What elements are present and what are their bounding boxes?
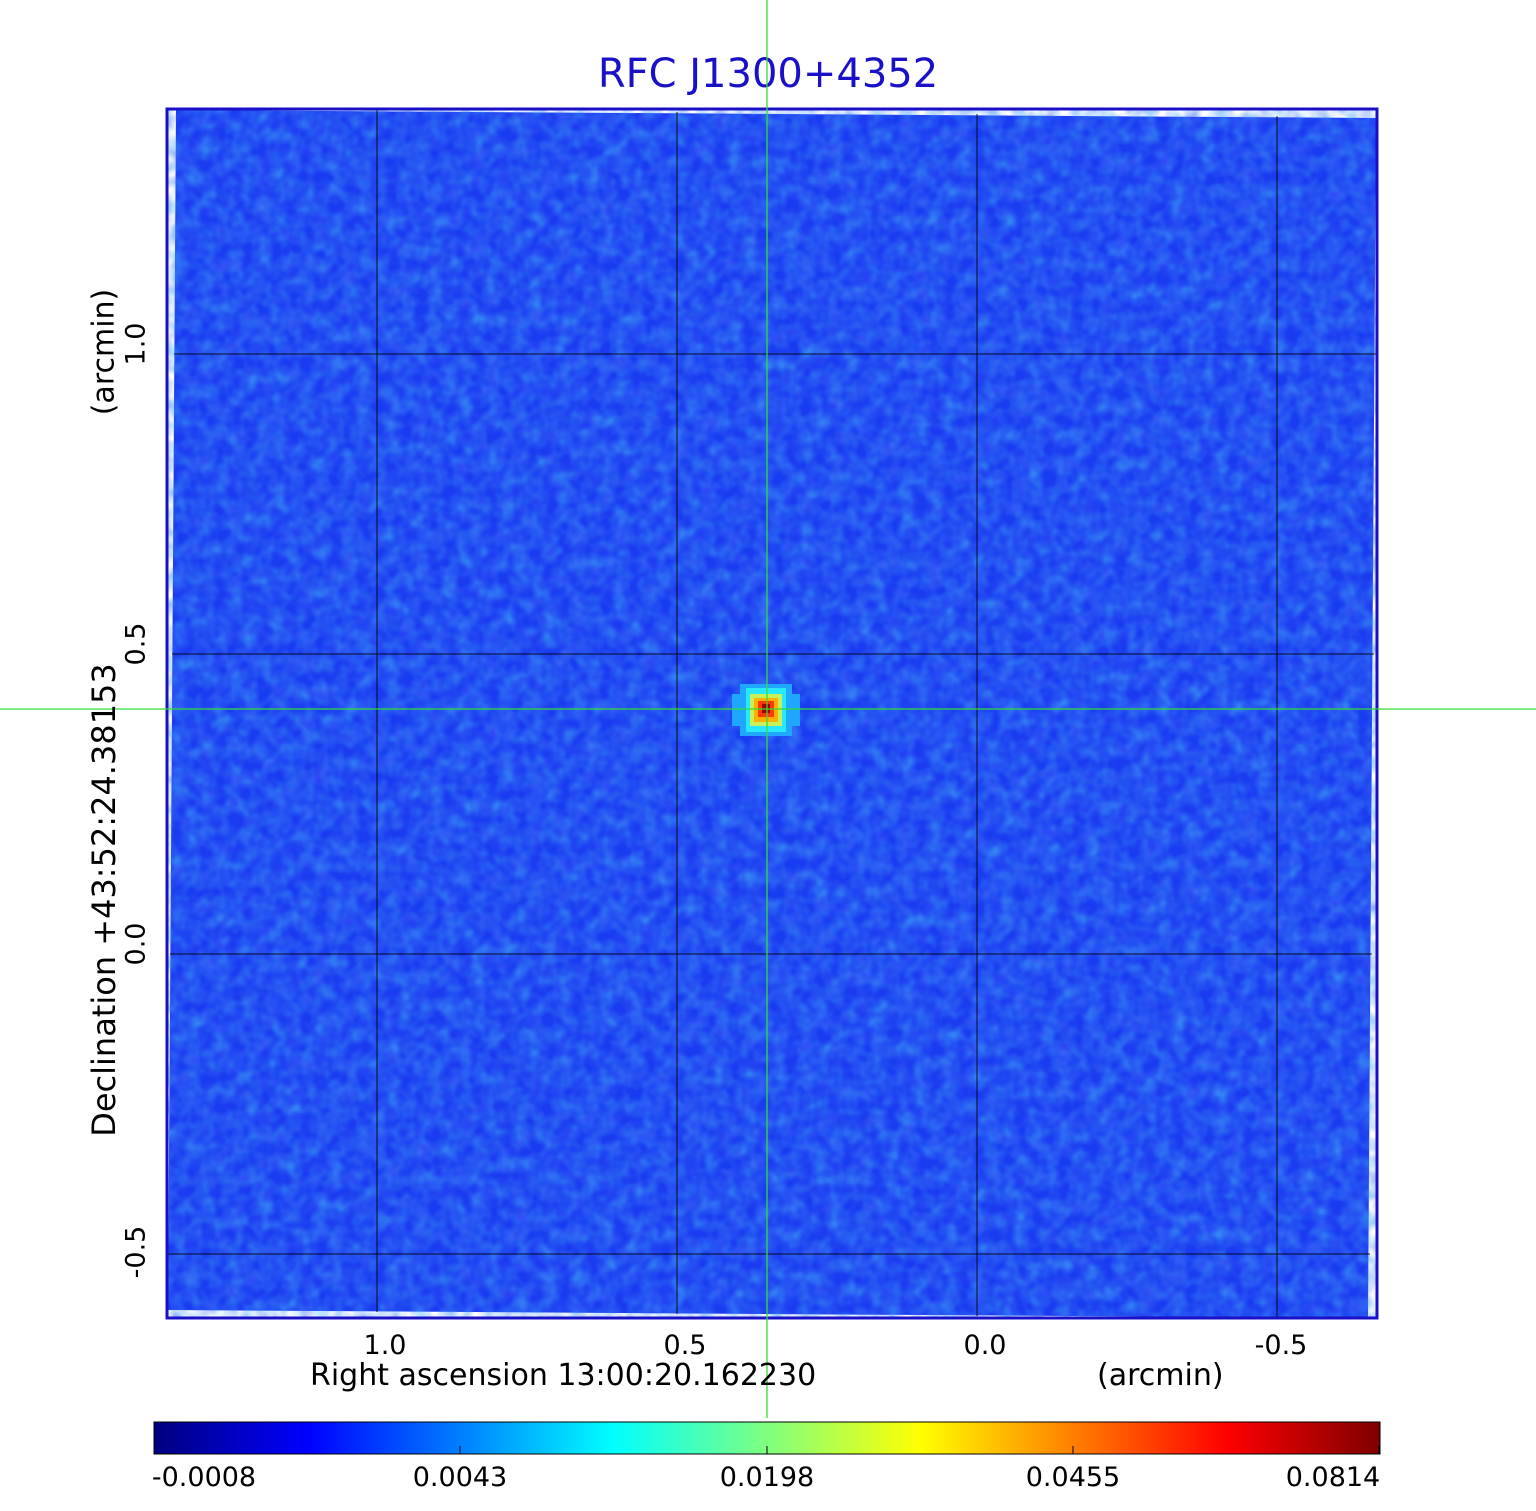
y-tick-label: 0.0: [120, 922, 152, 966]
x-tick-label: -0.5: [1254, 1330, 1308, 1361]
crosshair: [0, 0, 1536, 1418]
x-tick-label: 0.5: [663, 1330, 707, 1361]
x-tick-label: 1.0: [363, 1330, 407, 1361]
colorbar: [153, 1421, 1381, 1455]
source-blob: [732, 684, 800, 736]
plot-title: RFC J1300+4352: [597, 51, 939, 97]
y-tick-label: 0.5: [120, 622, 152, 666]
x-axis-unit: (arcmin): [1097, 1358, 1224, 1393]
y-axis-title: Declination +43:52:24.38153: [85, 663, 123, 1137]
y-tick-label: 1.0: [120, 322, 152, 366]
plot-frame: [165, 107, 1379, 1320]
x-tick-label: 0.0: [963, 1330, 1007, 1361]
y-axis-unit: (arcmin): [86, 288, 122, 416]
coordinate-grid: [168, 110, 1376, 1318]
colorbar-tick-label: 0.0455: [1025, 1462, 1121, 1493]
colorbar-tick-label: 0.0814: [1285, 1462, 1381, 1493]
colorbar-tick-label: 0.0198: [719, 1462, 815, 1493]
y-tick-label: -0.5: [120, 1225, 152, 1279]
colorbar-tick-label: 0.0043: [412, 1462, 508, 1493]
colorbar-tick-label: -0.0008: [151, 1462, 257, 1493]
x-axis-title: Right ascension 13:00:20.162230: [310, 1358, 817, 1393]
